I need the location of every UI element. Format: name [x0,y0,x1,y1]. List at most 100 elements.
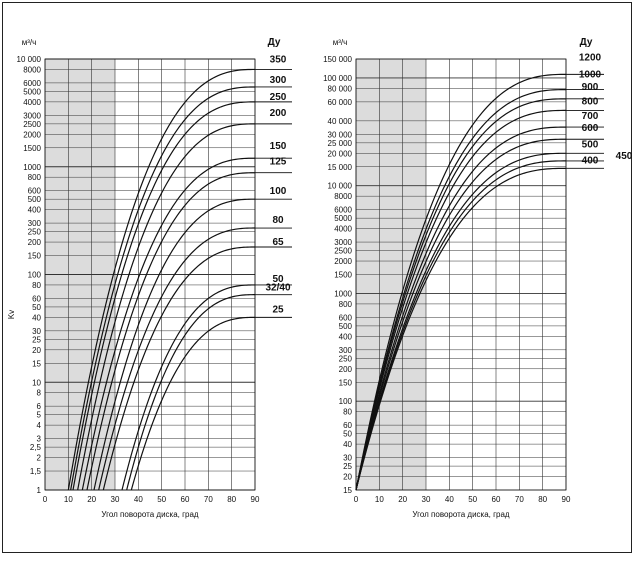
chart2-y-tick-label: 2500 [334,247,352,256]
chart1-x-tick-label: 90 [251,495,260,504]
chart2-y-tick-label: 40 000 [328,117,353,126]
chart1-y-tick-label: 2,5 [30,443,42,452]
chart2-y-tick-label: 1000 [334,289,352,298]
chart2-x-tick-label: 60 [492,495,501,504]
chart2-dn-label-1000: 1000 [579,70,602,81]
chart2-y-tick-label: 10 000 [328,182,353,191]
chart2-y-tick-label: 100 [339,397,353,406]
chart2-y-tick-label: 8000 [334,192,352,201]
chart2-dn-label-800: 800 [582,96,599,107]
chart1-dn-label-50: 50 [272,274,284,285]
chart2-y-tick-label: 150 [339,378,353,387]
chart2-y-tick-label: 6000 [334,206,352,215]
chart2-y-tick-label: 20 000 [328,149,353,158]
chart1-y-tick-label: 100 [28,271,42,280]
chart1-curve-dn-100 [93,198,255,491]
chart2-y-tick-label: 80 [343,408,352,417]
chart1-dn-label-100: 100 [270,186,287,197]
chart1-dn-label-25: 25 [272,304,284,315]
chart2-y-tick-label: 150 000 [323,55,352,64]
chart2-x-tick-label: 10 [375,495,384,504]
chart2-dn-label-900: 900 [582,82,599,93]
chart1-y-tick-label: 10 000 [17,55,42,64]
chart1-y-tick-label: 1 [37,486,42,495]
chart2-y-tick-label: 25 [343,462,352,471]
chart2-x-tick-label: 0 [354,495,359,504]
chart1-y-tick-label: 500 [28,195,42,204]
chart1-x-tick-label: 80 [227,495,236,504]
chart2-dn-label-400: 400 [582,155,599,166]
chart2-y-tick-label: 4000 [334,225,352,234]
chart1-y-tick-label: 2000 [23,130,41,139]
chart2-y-tick-label: 30 [343,454,352,463]
chart1-y-tick-label: 25 [32,335,41,344]
chart2-dn-label-600: 600 [582,123,599,134]
chart1-x-tick-label: 60 [181,495,190,504]
chart2-y-tick-label: 800 [339,300,353,309]
chart1-dn-label-250: 250 [270,92,287,103]
chart2-x-tick-label: 70 [515,495,524,504]
chart1-dn-label-65: 65 [272,237,284,248]
chart1-curve-dn-80 [98,227,255,491]
chart1-y-tick-label: 2 [37,454,42,463]
chart1-y-tick-label: 15 [32,359,41,368]
figure-frame [2,2,632,553]
chart1-curve-dn-200 [77,123,256,491]
chart1-curve-dn-50 [121,284,255,491]
chart1-y-tick-label: 400 [28,206,42,215]
chart2-curve-dn-600 [355,138,567,491]
chart2-x-tick-label: 40 [445,495,454,504]
chart2-dn-label-1200: 1200 [579,52,602,63]
chart2-y-tick-label: 15 000 [328,163,353,172]
chart2-y-tick-label: 3000 [334,238,352,247]
chart2-curve-dn-400 [355,167,566,491]
chart1-dn-label-200: 200 [270,108,287,119]
chart1-dn-label-125: 125 [270,157,287,168]
chart1-y-tick-label: 3 [37,435,42,444]
chart2-y-tick-label: 400 [339,332,353,341]
chart2-y-tick-label: 60 [343,421,352,430]
chart2-y-tick-label: 300 [339,346,353,355]
chart1-curve-dn-250 [72,101,255,491]
chart1-x-tick-label: 20 [87,495,96,504]
chart1-y-tick-label: 5 [37,411,42,420]
chart2-y-tick-label: 25 000 [328,139,353,148]
chart2-y-tick-label: 5000 [334,214,352,223]
chart2-y-tick-label: 500 [339,322,353,331]
chart1-curve-dn-125 [86,172,256,491]
chart2-dn-label: Ду [580,37,593,48]
chart2-curve-dn-450 [355,160,567,491]
chart1-curve-dn-65 [102,246,256,491]
chart2-x-tick-label: 30 [422,495,431,504]
chart2-curve-dn-700 [355,126,566,491]
chart2-y-tick-label: 60 000 [328,98,353,107]
chart2-curve-dn-900 [355,98,566,491]
chart1-y-tick-label: 10 [32,378,41,387]
chart1-curve-dn-32-40 [126,294,255,491]
chart1-y-tick-label: 80 [32,281,41,290]
chart1-dn-label-350: 350 [270,54,287,65]
chart1-y-tick-label: 20 [32,346,41,355]
chart2-y-tick-label: 50 [343,430,352,439]
chart2-dn-label-700: 700 [582,111,599,122]
chart1-y-tick-label: 800 [28,173,42,182]
chart2-curve-dn-500 [355,152,566,491]
chart2-curve-dn-800 [355,109,566,491]
chart2-y-tick-label: 200 [339,365,353,374]
chart2-x-tick-label: 20 [398,495,407,504]
chart1-y-tick-label: 300 [28,219,42,228]
chart1-y-tick-label: 6 [37,402,42,411]
chart2-x-axis-label: Угол поворота диска, град [412,510,510,519]
chart1-y-tick-label: 4 [37,421,42,430]
chart2-x-tick-label: 80 [538,495,547,504]
chart1-curve-dn-150 [81,157,255,491]
chart2-dn-label-450: 450 [616,151,633,162]
chart1-plot-border [44,58,256,491]
chart1-y-tick-label: 6000 [23,79,41,88]
chart2-y-tick-label: 100 000 [323,74,352,83]
chart1-curve-dn-25 [130,316,255,491]
chart2-curve-dn-1200 [355,73,567,491]
chart1-dn-label-80: 80 [272,215,284,226]
chart1-unit-label: м³/ч [22,38,37,47]
chart1-y-tick-label: 3000 [23,111,41,120]
